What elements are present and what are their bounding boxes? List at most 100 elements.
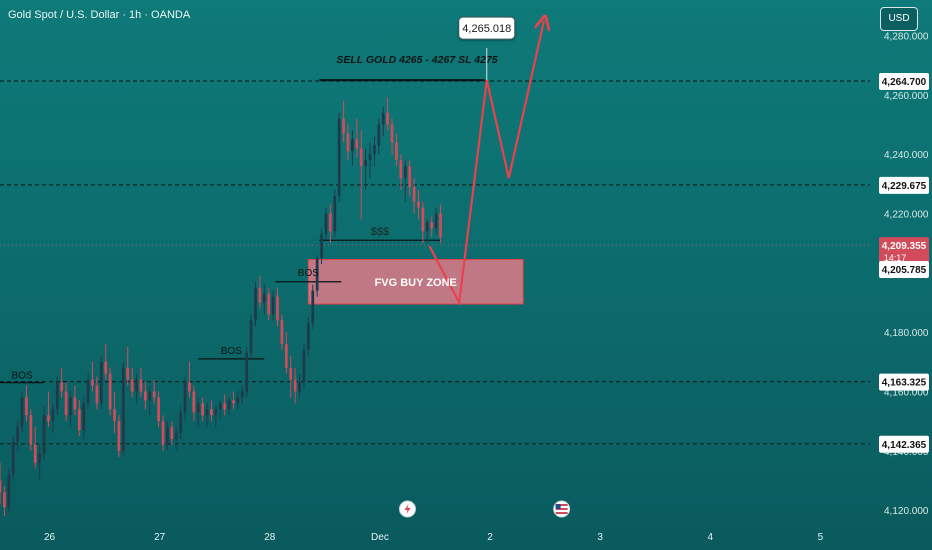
candle-body — [368, 154, 372, 161]
candle-21 — [91, 361, 94, 392]
candle-36 — [157, 391, 160, 428]
target-price-text: 4,265.018 — [462, 23, 511, 35]
candle-body — [390, 124, 394, 143]
candle-body — [38, 453, 42, 463]
x-tick-label: 2 — [487, 532, 493, 543]
candle-50 — [218, 400, 222, 419]
candle-body — [117, 421, 121, 451]
candle-94 — [412, 177, 416, 214]
sell-gold-annotation: SELL GOLD 4265 - 4267 SL 4275 — [336, 54, 497, 66]
candle-37 — [161, 415, 165, 451]
candle-40 — [174, 427, 178, 451]
candle-body — [289, 367, 293, 380]
bos-label-1: BOS — [11, 371, 32, 382]
candle-96 — [421, 201, 425, 244]
candle-body — [223, 403, 227, 410]
candle-body — [73, 397, 77, 410]
candle-92 — [403, 160, 407, 202]
target-callout: 4,265.018 — [458, 16, 516, 81]
candle-12 — [51, 403, 55, 434]
levels-layer — [0, 80, 870, 445]
candle-77 — [337, 112, 341, 202]
candle-71 — [311, 284, 315, 330]
candle-70 — [306, 317, 310, 356]
candle-body — [262, 293, 266, 303]
candle-3 — [11, 435, 15, 481]
candle-body — [7, 474, 11, 508]
candle-11 — [47, 391, 50, 428]
x-tick-label: 26 — [44, 532, 56, 543]
zone-layer — [307, 259, 524, 305]
annotation-lines — [0, 79, 485, 384]
candle-body — [364, 160, 367, 167]
candle-38 — [166, 421, 169, 451]
price-label-4163: 4,163.325 — [882, 378, 927, 389]
candle-35 — [152, 379, 156, 404]
candle-body — [139, 379, 143, 392]
candle-body — [346, 133, 350, 152]
current-price-label: 4,209.355 — [882, 241, 927, 252]
candle-43 — [188, 361, 191, 398]
candle-body — [298, 382, 301, 392]
candle-body — [258, 287, 262, 303]
candle-20 — [86, 373, 90, 410]
candle-body — [60, 382, 64, 392]
price-label-4264: 4,264.700 — [882, 77, 927, 88]
candle-58 — [254, 281, 257, 327]
us-flag-event-icon[interactable] — [553, 500, 571, 518]
candle-body — [408, 166, 412, 187]
candle-body — [3, 492, 6, 508]
candle-body — [20, 397, 24, 428]
candle-body — [324, 213, 328, 235]
candle-46 — [201, 397, 204, 422]
candle-body — [77, 409, 81, 431]
candle-body — [240, 391, 244, 398]
candle-97 — [425, 219, 429, 244]
candle-body — [421, 207, 425, 232]
y-tick-label: 4,220.000 — [884, 210, 929, 221]
flash-news-icon[interactable] — [398, 500, 416, 518]
candle-60 — [262, 284, 266, 315]
candle-body — [280, 320, 284, 345]
candle-body — [395, 142, 398, 161]
candle-body — [355, 139, 359, 149]
candle-body — [135, 379, 138, 392]
current-price-bg — [879, 237, 929, 266]
candle-body — [439, 213, 442, 238]
candle-42 — [183, 376, 187, 422]
x-tick-label: 28 — [264, 532, 276, 543]
candle-body — [320, 234, 323, 259]
liquidity-annotation: $$$ — [371, 226, 389, 238]
candle-23 — [99, 355, 103, 410]
candle-75 — [329, 204, 332, 244]
candle-body — [201, 403, 204, 416]
candle-41 — [179, 406, 182, 439]
y-tick-label: 4,240.000 — [884, 150, 929, 161]
candle-body — [108, 373, 112, 410]
candle-15 — [64, 382, 68, 422]
price-label-4264-bg — [879, 72, 929, 90]
candle-body — [351, 139, 354, 152]
candle-body — [236, 397, 240, 404]
candle-54 — [236, 391, 240, 410]
candle-body — [64, 391, 68, 416]
candle-72 — [315, 255, 319, 297]
candle-body — [161, 421, 165, 445]
currency-button[interactable]: USD — [880, 7, 918, 31]
candle-body — [359, 148, 363, 167]
candle-7 — [29, 409, 33, 451]
candle-83 — [364, 148, 367, 190]
candle-body — [293, 379, 297, 392]
candle-body — [227, 400, 231, 410]
candle-19 — [82, 397, 86, 439]
candle-59 — [258, 275, 262, 309]
candle-78 — [342, 100, 345, 143]
candles-layer — [0, 97, 442, 517]
x-axis: 26 27 28 Dec 2 3 4 5 — [44, 532, 824, 543]
candle-34 — [148, 385, 152, 416]
candle-88 — [386, 97, 390, 131]
candle-body — [51, 409, 55, 422]
candle-1 — [3, 486, 6, 517]
